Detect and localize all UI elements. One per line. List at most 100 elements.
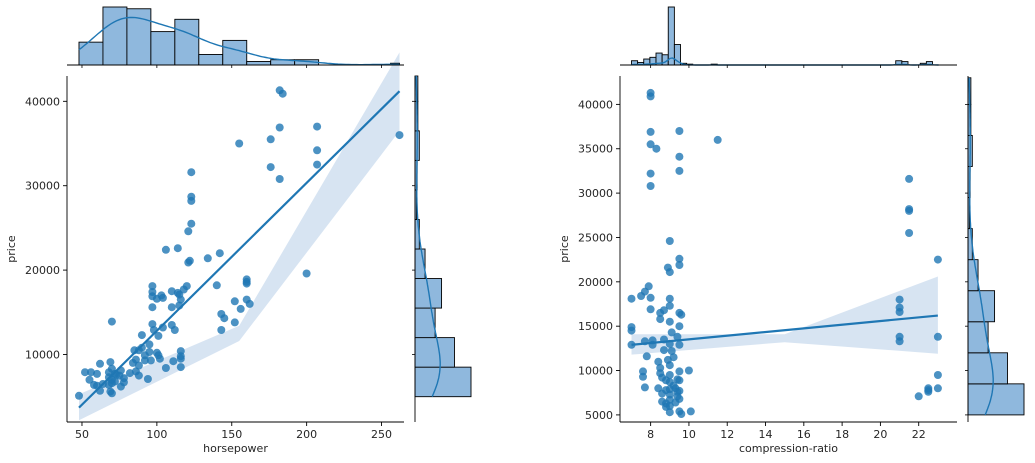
top-marginal-kde [78, 16, 400, 66]
joint-plot-compression-ratio: 8 10 12 14 16 18 20 22 5000 10000 15000 20000 25000 3… [558, 6, 1025, 455]
scatter-point [275, 123, 284, 132]
scatter-point [713, 135, 722, 144]
x-tick-label: 200 [296, 428, 317, 441]
scatter-point [145, 348, 154, 356]
scatter-point [895, 337, 904, 346]
x-tick-label: 16 [797, 428, 811, 441]
scatter-point [665, 268, 674, 277]
scatter-point [675, 376, 684, 385]
scatter-point [302, 269, 311, 278]
scatter-point [675, 127, 684, 135]
y-tick-label: 40000 [578, 98, 613, 111]
scatter-point [187, 168, 196, 177]
x-tick-label: 8 [647, 428, 654, 441]
scatter-point [107, 389, 116, 398]
scatter-point [665, 408, 674, 417]
top-marginal-bar [246, 61, 272, 66]
scatter-point [134, 361, 143, 370]
x-tick-label: 18 [835, 428, 849, 441]
top-marginal-bar [174, 18, 200, 66]
scatter-point [895, 308, 904, 316]
regression-line [631, 314, 938, 346]
x-tick-label: 10 [682, 428, 696, 441]
scatter-point [203, 254, 212, 263]
scatter-point [646, 92, 655, 101]
scatter-point [675, 394, 684, 403]
scatter-point [220, 314, 229, 323]
scatter-point [137, 343, 146, 352]
y-tick-label: 30000 [25, 180, 60, 193]
x-axis-label: horsepower [203, 442, 268, 455]
top-marginal-bar [198, 54, 224, 66]
scatter-point [217, 326, 226, 334]
scatter-point [675, 322, 684, 331]
scatter-point [170, 326, 179, 334]
scatter-point [176, 295, 185, 304]
scatter-point [148, 303, 157, 312]
scatter-point [667, 347, 676, 355]
scatter-point [187, 219, 196, 228]
right-marginal-kde [415, 75, 441, 397]
scatter-point [673, 332, 682, 341]
scatter-point [266, 135, 275, 144]
scatter-point [654, 357, 663, 366]
right-marginal-bar [414, 337, 455, 368]
scatter-point [107, 317, 116, 326]
scatter-point [675, 367, 684, 376]
scatter-point [75, 391, 83, 400]
y-axis-label: price [5, 235, 18, 263]
scatter-point [675, 340, 684, 349]
scatter-point [646, 293, 655, 302]
y-tick-label: 20000 [578, 276, 613, 289]
scatter-point [266, 163, 275, 172]
scatter-point [686, 407, 695, 416]
scatter-point [646, 305, 655, 314]
scatter-point [933, 332, 942, 341]
scatter-point [665, 371, 674, 379]
scatter-point [665, 361, 674, 370]
scatter-point [161, 245, 170, 254]
scatter-point [278, 89, 287, 98]
x-axis-label: compression-ratio [739, 442, 838, 455]
top-marginal-bar [78, 41, 104, 66]
scatter-point [627, 294, 636, 303]
scatter-point [677, 310, 686, 319]
scatter-point [313, 160, 322, 169]
scatter-point [96, 359, 104, 368]
scatter-point [137, 331, 146, 340]
scatter-point [185, 256, 194, 265]
scatter-point [236, 304, 245, 313]
scatter-point [675, 166, 684, 175]
y-tick-label: 20000 [25, 264, 60, 277]
scatter-point [230, 318, 239, 327]
scatter-point [81, 368, 89, 377]
scatter-point [646, 182, 655, 190]
scatter-point [905, 174, 914, 183]
scatter-point [187, 192, 196, 201]
y-tick-label: 40000 [25, 95, 60, 108]
scatter-point [627, 323, 636, 332]
right-marginal-bar [967, 352, 1008, 385]
scatter-point [665, 301, 674, 310]
x-tick-label: 20 [873, 428, 887, 441]
scatter-point [155, 354, 164, 363]
scatter-point [895, 295, 904, 304]
scatter-point [148, 288, 157, 296]
scatter-point [644, 282, 653, 291]
y-tick-label: 15000 [578, 320, 613, 333]
scatter-point [660, 306, 668, 315]
scatter-point [161, 364, 170, 372]
top-marginal-bar [667, 6, 675, 66]
scatter-point [167, 287, 176, 296]
y-tick-label: 30000 [578, 187, 613, 200]
x-tick-label: 250 [371, 428, 392, 441]
confidence-band [631, 276, 938, 355]
scatter-point [184, 227, 193, 236]
scatter-point [665, 237, 674, 245]
top-marginal-bar [222, 39, 248, 66]
scatter-point [148, 282, 157, 291]
scatter-point [169, 357, 178, 366]
scatter-point [933, 384, 942, 393]
scatter-point [143, 375, 152, 383]
